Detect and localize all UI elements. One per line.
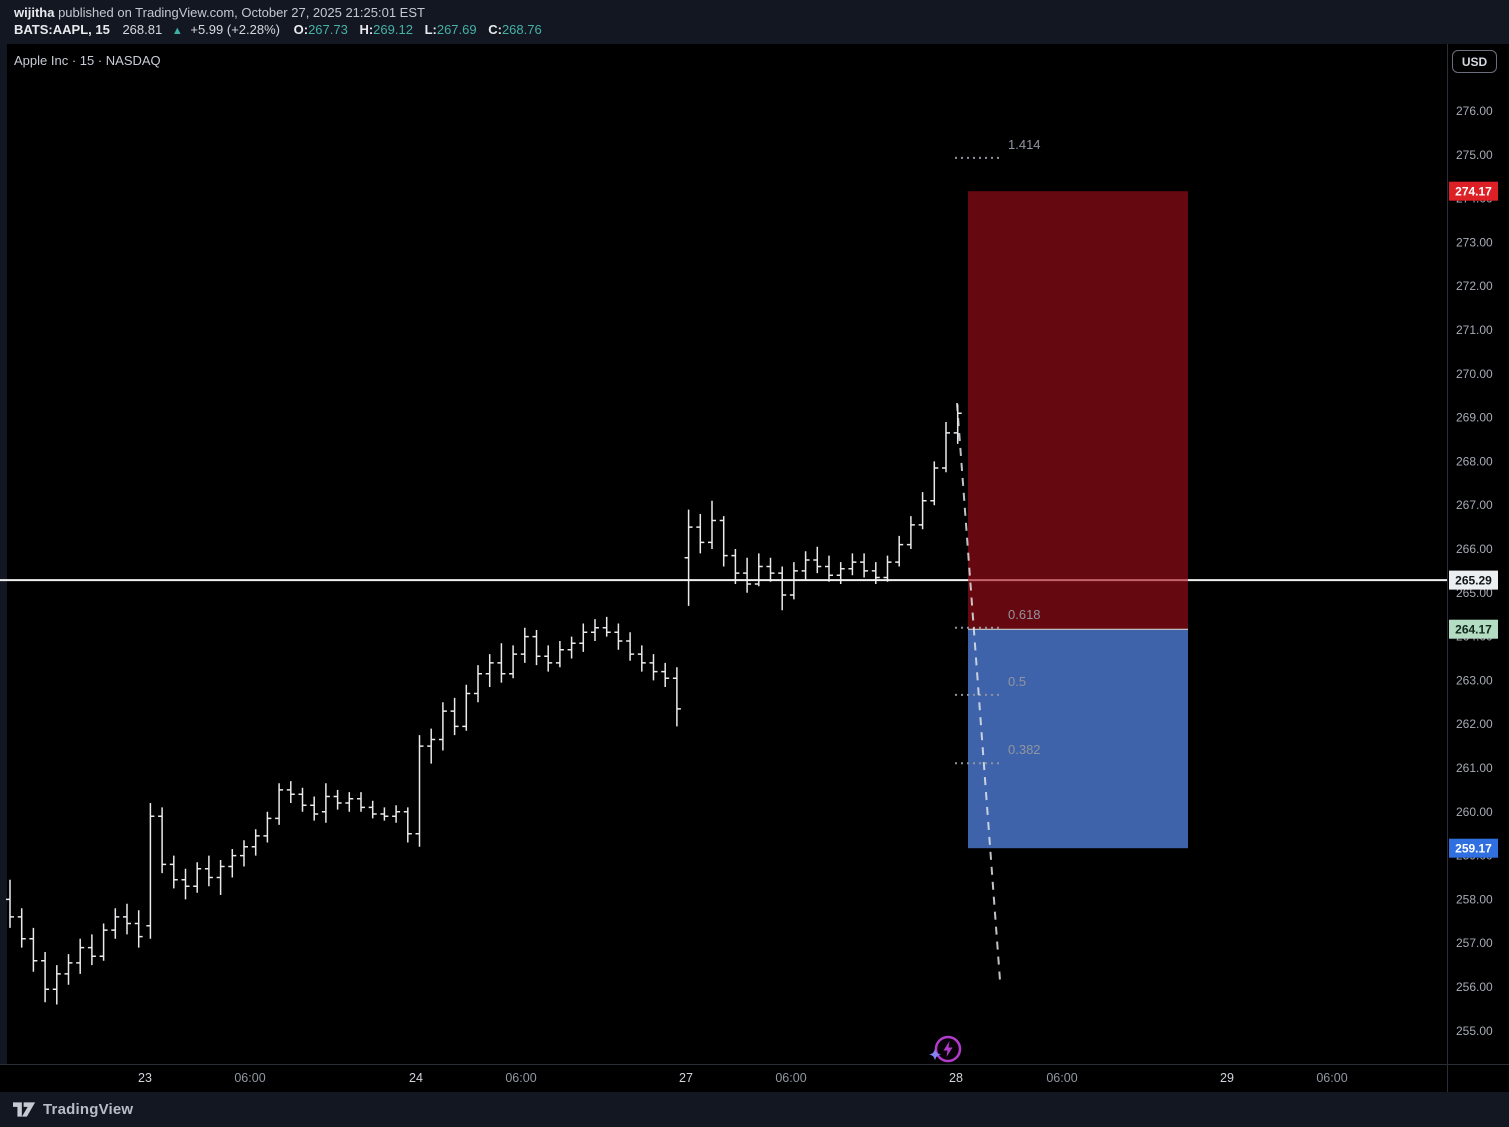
low-label: L:: [424, 22, 437, 37]
price-tick-label: 271.00: [1456, 323, 1493, 337]
tradingview-wordmark[interactable]: TradingView: [43, 1101, 134, 1118]
close-value: 268.76: [501, 22, 542, 37]
price-line-label: 265.29: [1455, 574, 1492, 588]
risk-zone-box[interactable]: [968, 191, 1188, 630]
price-tick-label: 276.00: [1456, 104, 1493, 118]
stop-price-label-bg: [1449, 181, 1498, 201]
price-tick-label: 263.00: [1456, 673, 1493, 687]
time-tick-label: 28: [949, 1071, 963, 1085]
close-label: C:: [488, 22, 502, 37]
price-tick-label: 268.00: [1456, 454, 1493, 468]
flash-idea-icon[interactable]: [929, 1035, 962, 1063]
entry-price-label: 264.17: [1455, 623, 1492, 637]
fib-trend-dashed-line[interactable]: [956, 403, 1001, 981]
fib-level-label: 0.5: [1008, 674, 1026, 689]
price-tick-label: 269.00: [1456, 411, 1493, 425]
publication-header: wijitha published on TradingView.com, Oc…: [0, 0, 1509, 44]
price-change: +5.99 (+2.28%): [190, 22, 280, 37]
price-tick-label: 257.00: [1456, 936, 1493, 950]
price-tick-label: 255.00: [1456, 1024, 1493, 1038]
stop-price-label: 274.17: [1455, 185, 1492, 199]
target-price-label-bg: [1449, 838, 1498, 858]
price-tick-label: 272.00: [1456, 279, 1493, 293]
up-arrow-icon: ▲: [171, 25, 183, 37]
author-name: wijitha: [14, 5, 55, 20]
tradingview-logo-icon[interactable]: [13, 1101, 36, 1118]
target-price-label: 259.17: [1455, 842, 1492, 856]
ohlc-bars: [6, 404, 962, 1005]
fib-level-label: 0.382: [1008, 742, 1041, 757]
footer-bar: TradingView: [0, 1092, 1509, 1127]
time-axis[interactable]: 23 06:00 24 06:00 27 06:00 28 06:00 29 06:00: [138, 1071, 1348, 1085]
low-value: 267.69: [436, 22, 477, 37]
fib-level-label: 1.414: [1008, 137, 1041, 152]
time-tick-label: 29: [1220, 1071, 1234, 1085]
published-text: published on TradingView.com, October 27…: [54, 5, 425, 20]
price-line-label-bg: [1449, 570, 1498, 590]
reward-zone-box[interactable]: [968, 629, 1188, 849]
fib-level-label: 0.618: [1008, 607, 1041, 622]
time-tick-label: 06:00: [775, 1071, 806, 1085]
price-tick-label: 266.00: [1456, 542, 1493, 556]
price-tick-label: 258.00: [1456, 892, 1493, 906]
time-tick-label: 06:00: [1046, 1071, 1077, 1085]
last-price: 268.81: [122, 22, 163, 37]
price-tick-label: 262.00: [1456, 717, 1493, 731]
time-tick-label: 24: [409, 1071, 423, 1085]
sparkle-icon: [929, 1048, 941, 1061]
price-tick-label: 270.00: [1456, 367, 1493, 381]
price-tick-label: 261.00: [1456, 761, 1493, 775]
open-value: 267.73: [308, 22, 348, 37]
left-margin-strip: [0, 44, 7, 1064]
price-tick-label: 267.00: [1456, 498, 1493, 512]
currency-button[interactable]: USD: [1452, 50, 1497, 73]
time-tick-label: 06:00: [505, 1071, 536, 1085]
time-tick-label: 23: [138, 1071, 152, 1085]
publication-line: wijitha published on TradingView.com, Oc…: [14, 5, 425, 20]
time-tick-label: 27: [679, 1071, 693, 1085]
price-tick-label: 273.00: [1456, 235, 1493, 249]
price-axis[interactable]: 255.00256.00257.00258.00259.00260.00261.…: [1449, 104, 1498, 1038]
price-tick-label: 275.00: [1456, 148, 1493, 162]
open-label: O:: [293, 22, 309, 37]
time-tick-label: 06:00: [1316, 1071, 1347, 1085]
entry-price-label-bg: [1449, 619, 1498, 639]
chart-symbol-title: Apple Inc · 15 · NASDAQ: [14, 53, 161, 68]
price-tick-label: 260.00: [1456, 805, 1493, 819]
price-tick-label: 256.00: [1456, 980, 1493, 994]
symbol-status-line: BATS:AAPL, 15 268.81 ▲ +5.99 (+2.28%) O:…: [14, 22, 550, 37]
price-chart-canvas[interactable]: 255.00256.00257.00258.00259.00260.00261.…: [0, 44, 1509, 1092]
symbol-name: BATS:AAPL, 15: [14, 22, 110, 37]
high-label: H:: [359, 22, 374, 37]
time-tick-label: 06:00: [234, 1071, 265, 1085]
high-value: 269.12: [373, 22, 413, 37]
chart-area[interactable]: Apple Inc · 15 · NASDAQ USD 255.00 256.00…: [0, 44, 1509, 1092]
